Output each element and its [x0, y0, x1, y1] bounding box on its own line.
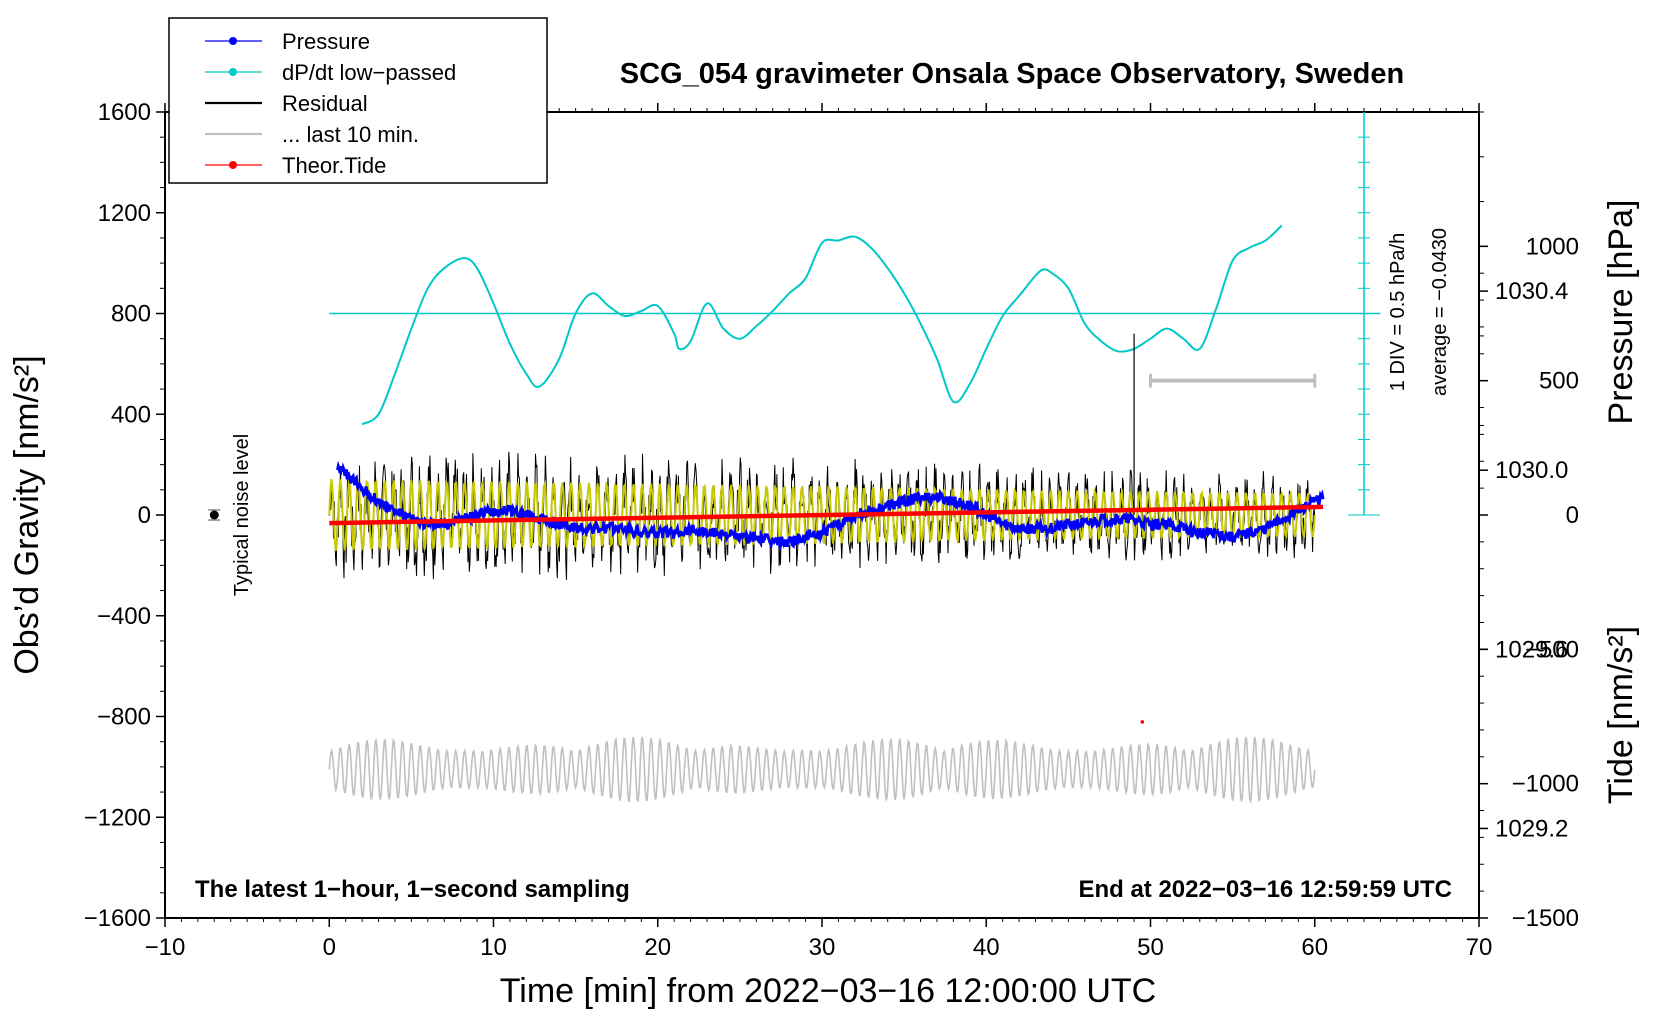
y-tick-label: −400: [97, 603, 151, 630]
x-axis: −10 0 10 20 30 40 50 60 70: [145, 103, 1493, 961]
legend-swatch-dot: [229, 37, 237, 45]
x-tick-label: −10: [145, 934, 186, 961]
y-tick-label: 1600: [98, 99, 151, 126]
last-10-min-line: [328, 736, 1316, 804]
tide-tick-label: −500: [1525, 636, 1579, 663]
tide-tick-label: 500: [1539, 368, 1579, 395]
legend-label: dP/dt low−passed: [282, 60, 456, 85]
legend-label: Pressure: [282, 29, 370, 54]
dpdt-line: [361, 224, 1283, 426]
pressure-tick-label: 1029.6: [1495, 636, 1568, 663]
x-tick-label: 30: [809, 934, 836, 961]
y-tick-label: 400: [111, 401, 151, 428]
note-end-time: End at 2022−03−16 12:59:59 UTC: [1078, 876, 1452, 903]
x-axis-title: Time [min] from 2022−03−16 12:00:00 UTC: [500, 972, 1156, 1010]
y-tick-label: 800: [111, 301, 151, 328]
tide-tick-label: −1500: [1512, 905, 1579, 932]
x-tick-label: 70: [1466, 934, 1493, 961]
legend: Pressure dP/dt low−passed Residual ... last…: [168, 17, 548, 184]
x-tick-label: 40: [973, 934, 1000, 961]
legend-swatch-dot: [229, 161, 237, 169]
y-axis-pressure: 1029.2 1029.6 1030.0 1030.4: [1479, 111, 1568, 842]
chart-title: SCG_054 gravimeter Onsala Space Observat…: [620, 58, 1404, 90]
y-axis-title-gravity: Obs’d Gravity [nm/s²]: [8, 355, 46, 674]
pressure-tick-label: 1030.0: [1495, 457, 1568, 484]
pressure-tick-label: 1030.4: [1495, 278, 1568, 305]
y-tick-label: −1600: [84, 905, 151, 932]
tide-tick-label: 0: [1566, 502, 1579, 529]
noise-level-label: Typical noise level: [231, 434, 253, 596]
tide-tick-label: −1000: [1512, 771, 1579, 798]
legend-swatch-dot: [229, 68, 237, 76]
dpdt-scale-label: 1 DIV = 0.5 hPa/h: [1387, 233, 1409, 391]
legend-box: [168, 17, 548, 184]
legend-label: ... last 10 min.: [282, 122, 419, 147]
tide-line: [329, 504, 1324, 526]
x-tick-label: 0: [323, 934, 336, 961]
x-tick-label: 60: [1301, 934, 1328, 961]
tide-tick-label: 1000: [1526, 233, 1579, 260]
y-tick-label: −1200: [84, 804, 151, 831]
x-tick-label: 50: [1137, 934, 1164, 961]
noise-level-point: [209, 510, 219, 520]
legend-label: Theor.Tide: [282, 153, 386, 178]
tide-outlier-point: [1140, 720, 1145, 724]
y-axis-title-tide: Tide [nm/s²]: [1602, 626, 1640, 804]
series-layer: [208, 224, 1381, 804]
y-tick-label: −800: [97, 704, 151, 731]
x-tick-label: 20: [644, 934, 671, 961]
pressure-line: [336, 460, 1325, 553]
dpdt-average-label: average = −0.0430: [1429, 228, 1451, 396]
note-sampling: The latest 1−hour, 1−second sampling: [195, 876, 630, 903]
y-axis-tide: −1500 −1000 −500 0 500 1000: [1479, 233, 1579, 932]
y-axis-title-pressure: Pressure [hPa]: [1602, 200, 1640, 425]
pressure-tick-label: 1029.2: [1495, 815, 1568, 842]
y-tick-label: 1200: [98, 200, 151, 227]
legend-label: Residual: [282, 91, 368, 116]
y-axis-gravity: −1600 −1200 −800 −400 0 400 800 1200 1600: [84, 99, 165, 932]
x-tick-label: 10: [480, 934, 507, 961]
y-tick-label: 0: [138, 502, 151, 529]
